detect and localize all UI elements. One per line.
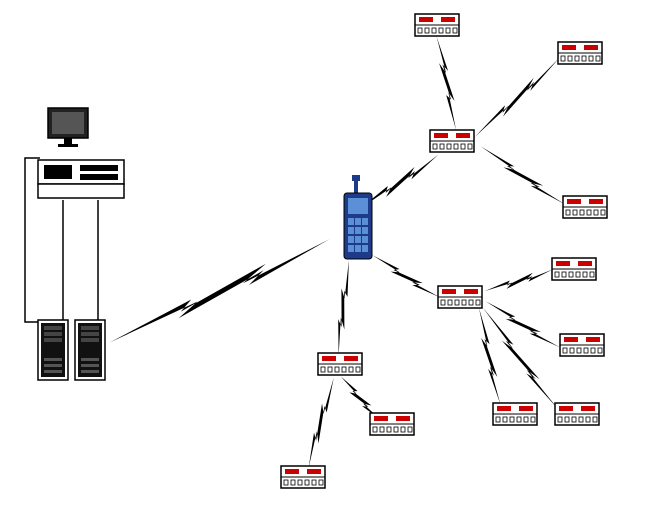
sensor-node <box>318 353 362 375</box>
signal-bolt <box>474 307 503 406</box>
signal-bolt <box>484 267 554 296</box>
signal-bolt <box>305 376 337 469</box>
sensor-node <box>493 403 537 425</box>
signal-bolt <box>479 306 561 412</box>
sensor-node <box>281 466 325 488</box>
signal-bolt <box>483 299 562 351</box>
sensor-node <box>370 413 414 435</box>
sensor-node <box>415 14 459 36</box>
signal-bolt <box>107 235 332 350</box>
server-tower <box>75 320 105 380</box>
signal-bolt <box>433 35 460 130</box>
signal-bolt <box>370 253 442 301</box>
network-diagram <box>0 0 656 509</box>
desktop-computer <box>38 108 124 198</box>
sensor-node <box>552 258 596 280</box>
signal-bolt <box>334 260 351 357</box>
signal-bolt <box>478 144 567 208</box>
sensor-node <box>563 196 607 218</box>
sensor-node <box>430 130 474 152</box>
sensor-node <box>558 42 602 64</box>
sensor-node <box>438 286 482 308</box>
server-tower <box>38 320 68 380</box>
sensor-node <box>560 334 604 356</box>
sensor-node <box>555 403 599 425</box>
signal-bolt <box>473 55 563 140</box>
mobile-phone <box>344 175 372 259</box>
